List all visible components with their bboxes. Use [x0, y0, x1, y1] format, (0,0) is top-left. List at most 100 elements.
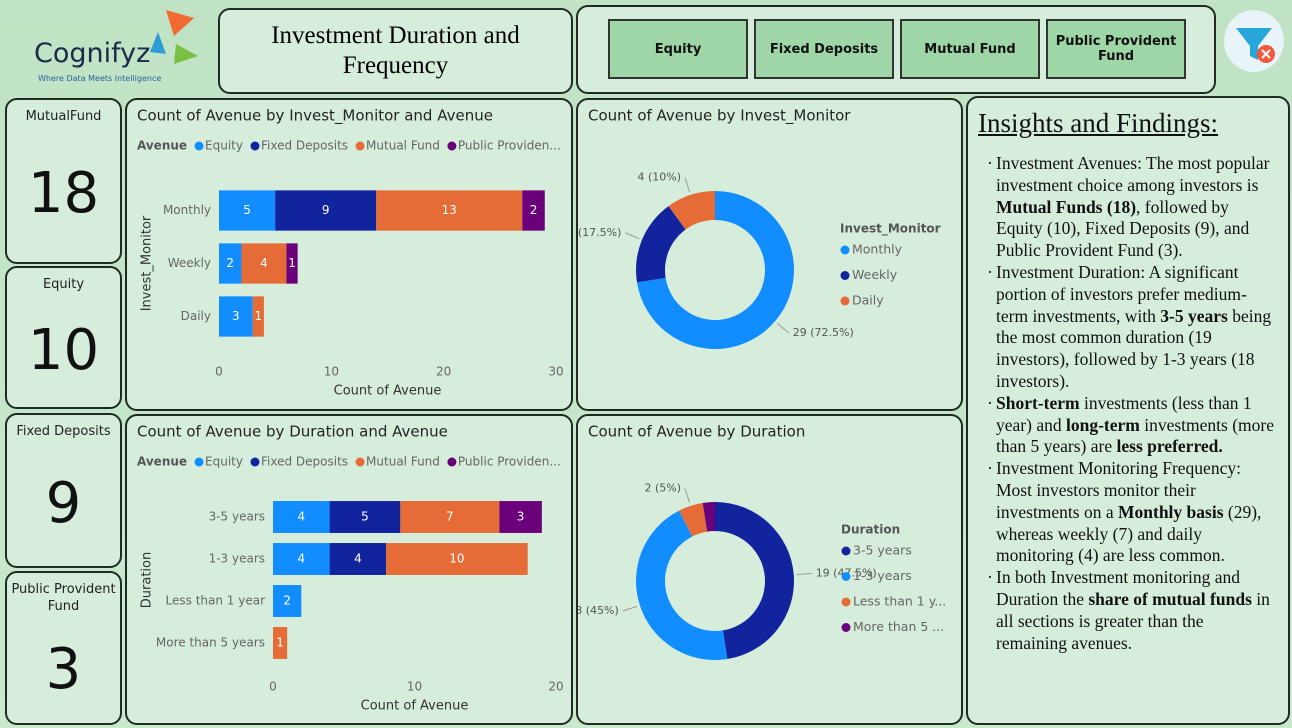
filter-button[interactable]: Fixed Deposits: [754, 19, 894, 79]
y-tick-label: Daily: [181, 309, 211, 323]
data-label: 2: [226, 256, 234, 270]
chart: Count of Avenue by Invest_Monitor 29 (72.…: [567, 107, 941, 349]
legend-marker: [355, 457, 365, 467]
donut-slice: [679, 502, 708, 537]
bar-segment: [241, 243, 287, 284]
x-tick-label: 10: [407, 680, 422, 694]
legend-title: Duration: [841, 523, 900, 537]
legend-label: Public Providen...: [458, 139, 561, 153]
legend-marker: [841, 572, 851, 581]
legend-marker: [194, 141, 204, 151]
bar-segment: [275, 190, 377, 231]
kpi-label: Equity: [42, 277, 85, 292]
legend-marker: [250, 141, 260, 151]
donut-slice: [668, 191, 715, 230]
y-tick-label: 3-5 years: [209, 510, 265, 524]
legend-marker: [840, 245, 850, 255]
insight-text: Mutual Funds (18): [996, 196, 1137, 217]
clear-filter-icon[interactable]: [1224, 10, 1284, 72]
legend-label: Mutual Fund: [366, 455, 440, 469]
legend-marker: [447, 457, 457, 467]
legend-label: 3-5 years: [853, 543, 912, 558]
y-tick-label: 1-3 years: [209, 552, 265, 566]
leader-line: [777, 322, 790, 334]
x-tick-label: 0: [215, 365, 223, 379]
kpi-value: 9: [45, 470, 82, 536]
filter-panel: Equity Fixed Deposits Mutual Fund Public Pr…: [576, 5, 1216, 94]
x-axis-label: Count of Avenue: [361, 699, 469, 714]
bar-segment: [286, 243, 298, 284]
insight-item: Short-term investments (less than 1 year…: [987, 393, 1278, 458]
data-label: 5: [361, 510, 369, 524]
kpi-card: Public Provident Fund 3: [5, 571, 122, 725]
legend-marker: [194, 457, 204, 467]
x-tick-label: 10: [324, 365, 339, 379]
bar-segment: [522, 190, 545, 231]
leader-line: [684, 177, 691, 193]
legend-label: Monthly: [852, 242, 903, 257]
kpi-card: MutualFund 18: [5, 98, 122, 264]
donut-slice: [636, 191, 794, 349]
legend-marker: [447, 141, 457, 151]
bar-segment: [219, 190, 276, 231]
x-tick-label: 0: [269, 680, 277, 694]
bar-segment: [219, 243, 242, 284]
insight-text: share of mutual funds: [1088, 588, 1252, 609]
chart: Count of Avenue by Duration and Avenue Av…: [137, 423, 564, 714]
legend-title: Invest_Monitor: [840, 222, 941, 237]
x-axis-label: Count of Avenue: [334, 384, 442, 399]
filter-button[interactable]: Equity: [608, 19, 748, 79]
filter-button[interactable]: Mutual Fund: [900, 19, 1040, 79]
insight-text: less preferred.: [1116, 436, 1223, 457]
legend-marker: [841, 623, 851, 632]
chart-title: Count of Avenue by Invest_Monitor and Av…: [137, 107, 493, 126]
logo-mark: [150, 10, 198, 64]
legend-marker: [355, 141, 365, 151]
data-label: 29 (72.5%): [793, 326, 854, 339]
kpi-label: Fixed Deposits: [16, 424, 111, 439]
x-tick-label: 20: [436, 365, 451, 379]
leader-line: [622, 605, 638, 612]
legend-marker: [250, 457, 260, 467]
insight-text: In both Investment monitoring and Durati…: [996, 567, 1240, 609]
legend-title: Avenue: [137, 455, 187, 469]
insight-text: in all sections is greater than the rema…: [996, 588, 1270, 653]
insight-item: In both Investment monitoring and Durati…: [987, 567, 1278, 654]
filter-button[interactable]: Public Provident Fund: [1046, 19, 1186, 79]
legend-title: Avenue: [137, 139, 187, 153]
chart-title: Count of Avenue by Invest_Monitor: [588, 107, 851, 126]
y-axis-label: Duration: [140, 552, 155, 608]
y-tick-label: Monthly: [163, 203, 211, 217]
bar-segment: [273, 627, 288, 659]
data-label: 1: [276, 636, 284, 650]
insight-text: Investment Avenues: The most popular inv…: [996, 153, 1270, 195]
data-label: 18 (45%): [578, 604, 619, 617]
kpi-value: 3: [45, 636, 82, 702]
bar-segment: [273, 585, 302, 617]
legend-label: Weekly: [852, 267, 898, 282]
data-label: 4: [260, 256, 268, 270]
legend-marker: [840, 296, 850, 306]
data-label: 1: [254, 309, 262, 323]
insight-text: Investment Duration: A significant porti…: [996, 261, 1247, 326]
data-label: 10: [449, 552, 464, 566]
leader-line: [796, 572, 812, 576]
data-label: 2 (5%): [644, 482, 681, 495]
data-label: 4 (10%): [637, 171, 681, 184]
insights-title: Insights and Findings:: [978, 108, 1219, 138]
funnel-icon: [1236, 28, 1275, 63]
y-axis-label: Invest_Monitor: [140, 215, 155, 311]
leader-line: [684, 488, 691, 504]
legend-label: Daily: [852, 293, 884, 308]
legend-label: More than 5 ...: [853, 619, 944, 634]
insight-text: being the most common duration (19 inves…: [996, 305, 1272, 391]
donut-slice: [636, 510, 728, 660]
legend-label: Equity: [205, 139, 243, 153]
insight-text: investments (more than 5 years) are: [996, 414, 1274, 457]
insight-text: long-term: [1065, 414, 1140, 435]
y-tick-label: More than 5 years: [156, 636, 265, 650]
chart-title: Count of Avenue by Duration: [588, 423, 805, 441]
legend-marker: [841, 597, 851, 607]
bar-segment: [273, 501, 330, 533]
